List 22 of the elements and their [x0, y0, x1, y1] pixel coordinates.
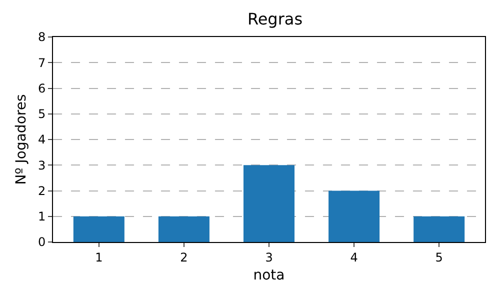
- x-tick-label: 5: [435, 250, 443, 264]
- x-tick-label: 2: [180, 250, 188, 264]
- chart-title: Regras: [247, 10, 303, 29]
- y-tick-label: 0: [38, 235, 46, 250]
- bar: [414, 216, 465, 242]
- bar: [73, 216, 124, 242]
- bar: [158, 216, 210, 242]
- x-axis-title: nota: [253, 268, 285, 284]
- x-tick-label: 4: [350, 250, 358, 264]
- y-tick-label: 6: [38, 81, 46, 96]
- x-tick-label: 3: [265, 250, 273, 264]
- y-tick-label: 5: [38, 107, 46, 122]
- y-tick-label: 8: [38, 30, 46, 44]
- y-tick-label: 3: [38, 158, 46, 172]
- y-tick-label: 2: [38, 184, 46, 198]
- x-tick-label: 1: [95, 250, 103, 264]
- y-tick-label: 1: [38, 210, 46, 224]
- bar: [243, 165, 295, 242]
- y-tick-label: 4: [38, 132, 46, 147]
- y-axis-title: Nº Jogadores: [14, 94, 30, 185]
- bar: [328, 190, 380, 242]
- y-tick-label: 7: [38, 56, 46, 70]
